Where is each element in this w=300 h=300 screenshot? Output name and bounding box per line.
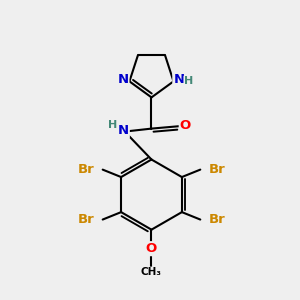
Text: Br: Br <box>78 163 94 176</box>
Text: Br: Br <box>208 213 225 226</box>
Text: Br: Br <box>208 163 225 176</box>
Text: N: N <box>173 74 184 86</box>
Text: O: O <box>146 242 157 255</box>
Text: N: N <box>118 124 129 137</box>
Text: O: O <box>180 119 191 132</box>
Text: N: N <box>117 74 128 86</box>
Text: H: H <box>184 76 194 86</box>
Text: Br: Br <box>78 213 94 226</box>
Text: H: H <box>108 120 117 130</box>
Text: CH₃: CH₃ <box>141 268 162 278</box>
